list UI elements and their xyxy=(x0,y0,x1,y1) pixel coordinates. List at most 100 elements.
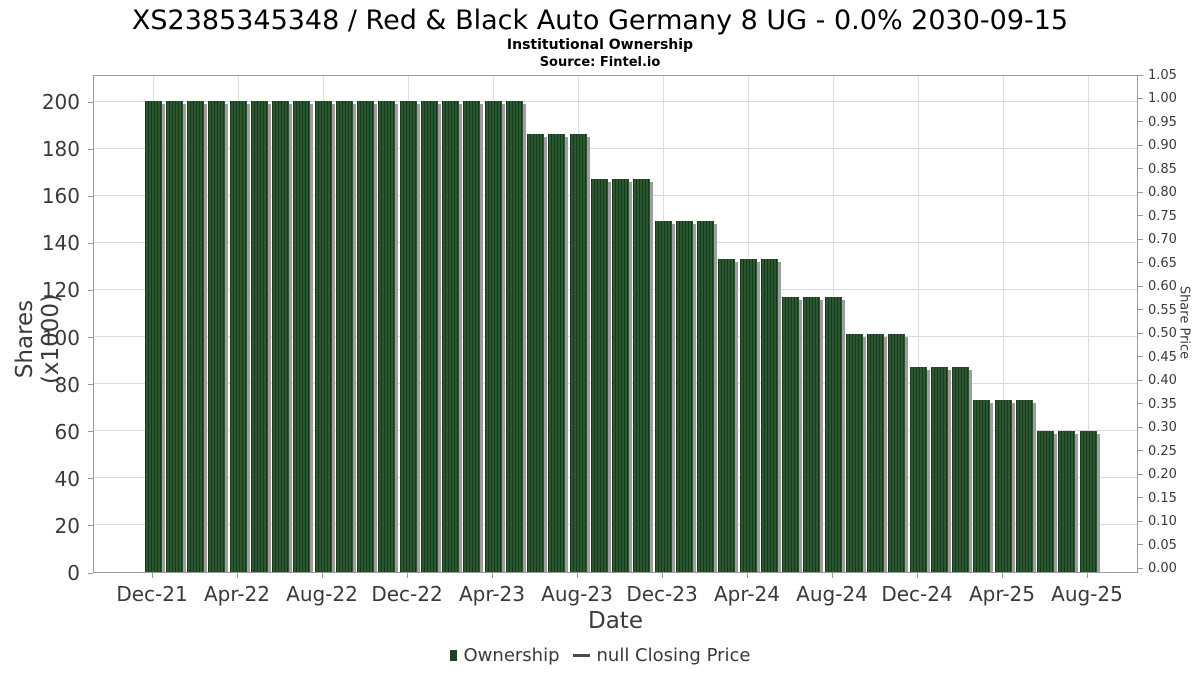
y-tick-mark-right xyxy=(1138,168,1143,170)
x-axis-title: Date xyxy=(588,608,643,634)
y-tick-label-right: 0.60 xyxy=(1148,279,1177,295)
y-tick-mark-right xyxy=(1138,97,1143,99)
x-tick-label: Apr-22 xyxy=(204,582,270,606)
ownership-bar xyxy=(612,178,629,572)
y-tick-mark-right xyxy=(1138,497,1143,499)
y-tick-mark-right xyxy=(1138,544,1143,546)
y-tick-mark-right xyxy=(1138,285,1143,287)
gridline-vertical xyxy=(1002,76,1004,572)
ownership-bar xyxy=(357,101,374,572)
y-axis-left: 0 20 40 60 80 100 120 140 160 180 200 xyxy=(0,75,93,583)
ownership-bar xyxy=(973,400,991,572)
ownership-bar xyxy=(845,334,863,572)
ownership-bar xyxy=(739,258,757,572)
y-tick-label-right: 0.05 xyxy=(1148,537,1177,553)
x-tick-label: Apr-24 xyxy=(714,582,780,606)
y-tick-mark-right xyxy=(1138,74,1143,76)
y-tick-mark-left xyxy=(88,101,93,103)
gridline-horizontal xyxy=(94,147,1137,149)
y-tick-mark-left xyxy=(88,148,93,150)
ownership-bar xyxy=(760,258,778,572)
y-tick-label-left: 180 xyxy=(41,137,80,162)
y-tick-mark-right xyxy=(1138,567,1143,569)
ownership-bar xyxy=(654,221,672,572)
y-tick-label-left: 200 xyxy=(41,90,80,115)
x-tick-mark xyxy=(1001,573,1003,578)
y-tick-label-right: 0.85 xyxy=(1148,161,1177,177)
y-tick-label-right: 0.50 xyxy=(1148,326,1177,342)
ownership-bar xyxy=(505,101,523,572)
ownership-bar xyxy=(208,101,226,572)
y-tick-label-right: 0.25 xyxy=(1148,443,1177,459)
gridline-horizontal xyxy=(94,100,1137,102)
ownership-bar xyxy=(250,101,268,572)
ownership-bar xyxy=(824,296,842,572)
y-tick-label-right: 0.55 xyxy=(1148,302,1177,318)
ownership-bar xyxy=(569,134,587,572)
x-tick-label: Apr-25 xyxy=(969,582,1035,606)
ownership-bar xyxy=(994,400,1012,572)
y-tick-label-left: 0 xyxy=(67,561,80,585)
ownership-bar xyxy=(888,334,906,572)
legend-label-price: null Closing Price xyxy=(596,645,751,666)
ownership-bar xyxy=(782,296,799,572)
y-tick-label-right: 0.65 xyxy=(1148,255,1177,271)
x-tick-mark xyxy=(661,573,663,578)
y-tick-mark-right xyxy=(1138,238,1143,240)
y-tick-label-right: 0.40 xyxy=(1148,373,1177,389)
ownership-bar xyxy=(633,178,651,572)
ownership-bar xyxy=(293,101,311,572)
y-tick-label-right: 0.20 xyxy=(1148,467,1177,483)
closing-price-line-icon xyxy=(572,654,590,657)
y-tick-mark-left xyxy=(88,572,93,574)
chart-source: Source: Fintel.io xyxy=(539,55,661,70)
ownership-bar xyxy=(1015,400,1033,572)
x-tick-mark xyxy=(491,573,493,578)
x-tick-label: Aug-22 xyxy=(286,582,358,606)
y-tick-label-left: 40 xyxy=(54,466,80,491)
chart-subtitle: Institutional Ownership xyxy=(506,37,694,53)
y-tick-label-left: 140 xyxy=(41,231,80,256)
x-tick-mark xyxy=(576,573,578,578)
x-tick-mark xyxy=(236,573,238,578)
y-tick-mark-right xyxy=(1138,473,1143,475)
y-tick-mark-left xyxy=(88,242,93,244)
ownership-bar xyxy=(144,101,162,572)
y-tick-label-right: 0.90 xyxy=(1148,138,1177,154)
ownership-bar xyxy=(527,134,544,572)
y-tick-label-left: 120 xyxy=(41,278,80,303)
x-tick-mark xyxy=(406,573,408,578)
ownership-bar xyxy=(484,101,502,572)
x-tick-label: Aug-24 xyxy=(796,582,868,606)
page-title: XS2385345348 / Red & Black Auto Germany … xyxy=(131,5,1069,36)
y-axis-left-title: Shares (x1000) xyxy=(12,293,64,385)
y-tick-mark-right xyxy=(1138,520,1143,522)
y-tick-label-right: 0.15 xyxy=(1148,490,1177,506)
x-tick-mark xyxy=(746,573,748,578)
y-tick-mark-right xyxy=(1138,309,1143,311)
y-axis-right-title: Share Price xyxy=(1176,285,1192,360)
x-tick-mark xyxy=(831,573,833,578)
gridline-vertical xyxy=(917,76,919,572)
ownership-bar xyxy=(187,101,204,572)
y-tick-label-left: 160 xyxy=(41,184,80,209)
ownership-bar xyxy=(229,101,247,572)
y-tick-label-right: 0.70 xyxy=(1148,232,1177,248)
ownership-bar xyxy=(909,367,927,572)
y-tick-mark-left xyxy=(88,525,93,527)
y-tick-mark-left xyxy=(88,478,93,480)
y-tick-label-left: 100 xyxy=(41,325,80,350)
ownership-bar xyxy=(867,334,884,572)
legend-label-ownership: Ownership xyxy=(463,645,560,666)
x-tick-mark xyxy=(916,573,918,578)
plot-area xyxy=(93,75,1138,573)
ownership-bar xyxy=(272,101,289,572)
y-tick-label-right: 0.75 xyxy=(1148,208,1177,224)
y-tick-mark-right xyxy=(1138,121,1143,123)
x-tick-label: Dec-24 xyxy=(881,582,953,606)
ownership-bar xyxy=(378,101,396,572)
y-tick-label-right: 1.05 xyxy=(1148,68,1177,83)
ownership-bar xyxy=(1037,430,1054,572)
x-axis: Dec-21 Apr-22 Aug-22 Dec-22 Apr-23 Aug-23 Dec-… xyxy=(93,573,1138,615)
